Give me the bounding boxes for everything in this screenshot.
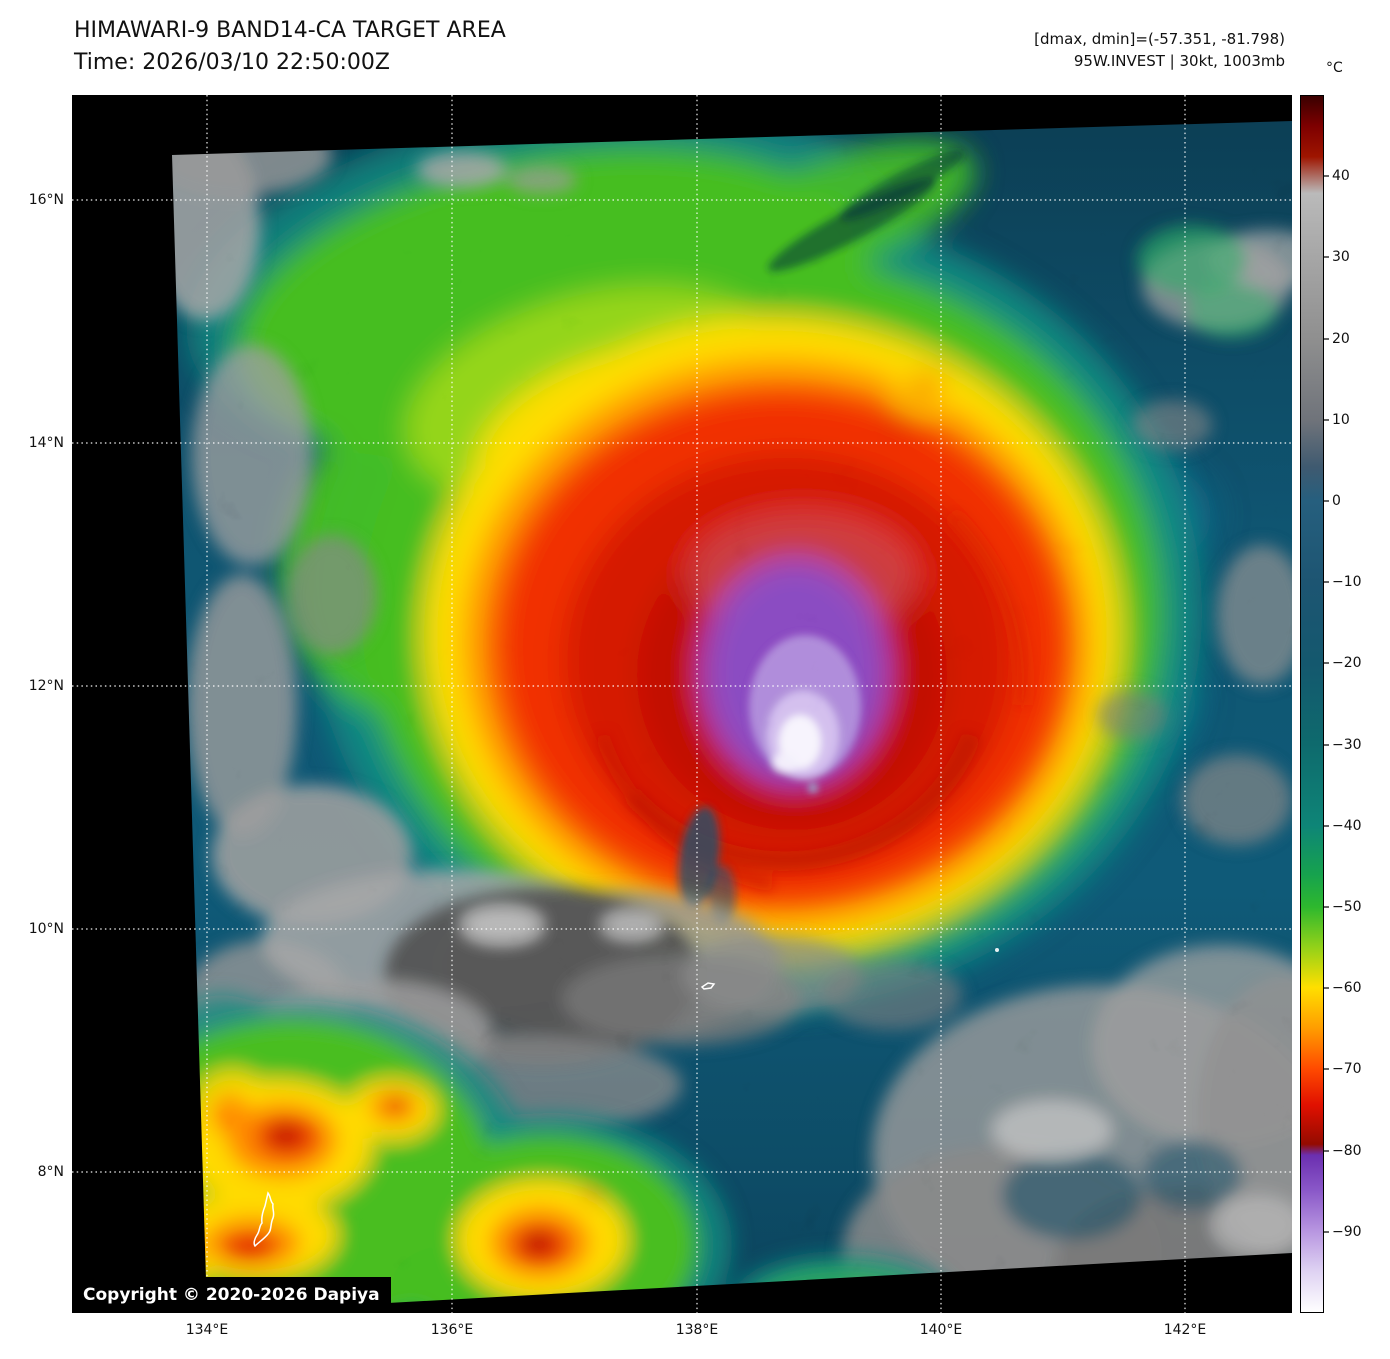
colorbar-tick-label: 40 [1332, 168, 1350, 184]
storm-info-label: 95W.INVEST | 30kt, 1003mb [1073, 52, 1285, 70]
lon-tick-label: 142°E [1163, 1322, 1207, 1338]
colorbar-tick-label: −50 [1332, 899, 1362, 915]
lat-tick-label: 10°N [28, 921, 64, 937]
satellite-swath [172, 121, 1292, 1313]
satellite-plot-area [72, 95, 1292, 1313]
colorbar-tick-label: 20 [1332, 331, 1350, 347]
lon-tick-label: 134°E [185, 1322, 229, 1338]
colorbar-tick-label: −10 [1332, 574, 1362, 590]
dmax-dmin-label: [dmax, dmin]=(-57.351, -81.798) [1034, 30, 1285, 48]
colorbar-unit-label: °C [1326, 60, 1343, 76]
colorbar-tick-label: −90 [1332, 1224, 1362, 1240]
cloud-grain-texture [172, 121, 1292, 1313]
colorbar-tick-label: −70 [1332, 1061, 1362, 1077]
lat-tick-label: 12°N [28, 678, 64, 694]
copyright-label: Copyright © 2020-2026 Dapiya [72, 1277, 391, 1313]
colorbar-tick-label: 30 [1332, 249, 1350, 265]
palau-coastline [253, 1191, 275, 1248]
lat-tick-label: 16°N [28, 192, 64, 208]
colorbar [1300, 95, 1324, 1313]
colorbar-tick-label: −40 [1332, 818, 1362, 834]
timestamp-label: Time: 2026/03/10 22:50:00Z [74, 50, 390, 75]
lon-tick-label: 136°E [430, 1322, 474, 1338]
satellite-ir-image [72, 95, 1292, 1313]
colorbar-tick-label: 10 [1332, 412, 1350, 428]
lat-tick-label: 8°N [37, 1164, 64, 1180]
colorbar-ticks [1324, 175, 1329, 1233]
lon-tick-label: 140°E [919, 1322, 963, 1338]
lat-tick-label: 14°N [28, 435, 64, 451]
colorbar-tick-label: 0 [1332, 493, 1341, 509]
colorbar-tick-label: −30 [1332, 737, 1362, 753]
lon-tick-label: 138°E [675, 1322, 719, 1338]
colorbar-tick-label: −80 [1332, 1143, 1362, 1159]
yap-coastline [700, 982, 716, 990]
graticule-gridlines [72, 95, 1292, 1313]
page-title: HIMAWARI-9 BAND14-CA TARGET AREA [74, 18, 506, 43]
coastline-layer [253, 948, 999, 1248]
colorbar-tick-label: −20 [1332, 655, 1362, 671]
colorbar-tick-label: −60 [1332, 980, 1362, 996]
islet-dot [995, 948, 999, 952]
